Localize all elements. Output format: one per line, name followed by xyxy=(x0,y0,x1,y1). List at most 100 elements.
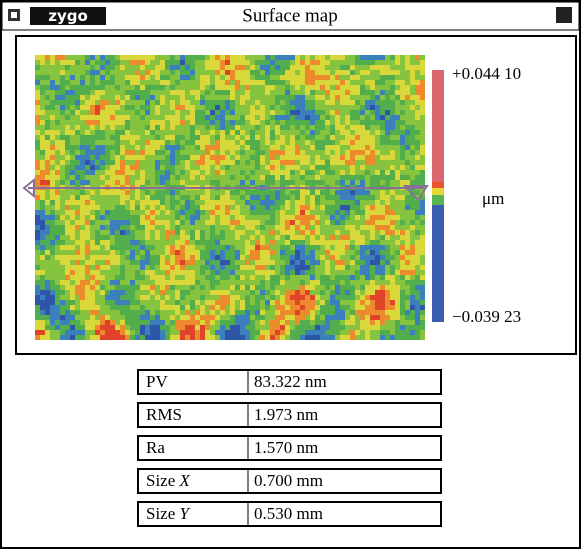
map-cell xyxy=(245,195,250,200)
map-cell xyxy=(85,260,90,265)
map-cell xyxy=(85,105,90,110)
map-cell xyxy=(50,75,55,80)
map-cell xyxy=(75,245,80,250)
map-cell xyxy=(400,120,405,125)
map-cell xyxy=(265,280,270,285)
map-cell xyxy=(275,330,280,335)
map-cell xyxy=(135,105,140,110)
map-cell xyxy=(175,220,180,225)
map-cell xyxy=(205,280,210,285)
map-cell xyxy=(110,80,115,85)
map-cell xyxy=(380,125,385,130)
map-cell xyxy=(335,155,340,160)
map-cell xyxy=(310,105,315,110)
map-cell xyxy=(45,110,50,115)
map-cell xyxy=(75,65,80,70)
map-cell xyxy=(220,285,225,290)
map-cell xyxy=(340,135,345,140)
map-cell xyxy=(185,55,190,60)
map-cell xyxy=(50,110,55,115)
map-cell xyxy=(225,250,230,255)
map-cell xyxy=(345,160,350,165)
map-cell xyxy=(205,55,210,60)
map-cell xyxy=(295,140,300,145)
map-cell xyxy=(245,190,250,195)
map-cell xyxy=(305,155,310,160)
map-cell xyxy=(270,155,275,160)
map-cell xyxy=(395,165,400,170)
map-cell xyxy=(120,325,125,330)
map-cell xyxy=(175,135,180,140)
map-cell xyxy=(135,285,140,290)
map-cell xyxy=(75,130,80,135)
map-cell xyxy=(365,150,370,155)
map-cell xyxy=(45,150,50,155)
map-cell xyxy=(40,80,45,85)
map-cell xyxy=(245,310,250,315)
map-cell xyxy=(90,305,95,310)
map-cell xyxy=(365,115,370,120)
map-cell xyxy=(130,55,135,60)
map-cell xyxy=(180,270,185,275)
map-cell xyxy=(335,305,340,310)
map-cell xyxy=(125,140,130,145)
map-cell xyxy=(60,220,65,225)
map-cell xyxy=(60,55,65,60)
map-cell xyxy=(415,175,420,180)
map-cell xyxy=(45,60,50,65)
map-cell xyxy=(270,80,275,85)
map-cell xyxy=(360,260,365,265)
map-cell xyxy=(410,80,415,85)
map-cell xyxy=(150,335,155,340)
map-cell xyxy=(395,155,400,160)
map-cell xyxy=(360,125,365,130)
map-cell xyxy=(340,300,345,305)
map-cell xyxy=(170,120,175,125)
map-cell xyxy=(285,325,290,330)
map-cell xyxy=(205,310,210,315)
map-cell xyxy=(420,125,425,130)
map-cell xyxy=(245,160,250,165)
map-cell xyxy=(175,310,180,315)
map-cell xyxy=(350,65,355,70)
map-cell xyxy=(280,100,285,105)
map-cell xyxy=(355,270,360,275)
map-cell xyxy=(145,100,150,105)
map-cell xyxy=(170,170,175,175)
map-cell xyxy=(195,70,200,75)
map-cell xyxy=(120,215,125,220)
map-cell xyxy=(200,140,205,145)
maximize-icon[interactable] xyxy=(556,7,572,23)
map-cell xyxy=(395,230,400,235)
map-cell xyxy=(195,225,200,230)
map-cell xyxy=(115,310,120,315)
map-cell xyxy=(160,80,165,85)
map-cell xyxy=(230,85,235,90)
map-cell xyxy=(50,245,55,250)
map-cell xyxy=(415,240,420,245)
map-cell xyxy=(215,190,220,195)
map-cell xyxy=(235,310,240,315)
map-cell xyxy=(165,335,170,340)
map-cell xyxy=(285,120,290,125)
map-cell xyxy=(360,210,365,215)
map-cell xyxy=(90,225,95,230)
map-cell xyxy=(125,65,130,70)
map-cell xyxy=(165,300,170,305)
map-cell xyxy=(300,145,305,150)
map-cell xyxy=(40,230,45,235)
map-cell xyxy=(60,320,65,325)
map-cell xyxy=(290,125,295,130)
map-cell xyxy=(175,195,180,200)
map-cell xyxy=(290,135,295,140)
map-cell xyxy=(355,320,360,325)
map-cell xyxy=(70,55,75,60)
map-cell xyxy=(405,145,410,150)
map-cell xyxy=(420,290,425,295)
map-cell xyxy=(350,155,355,160)
map-cell xyxy=(420,140,425,145)
map-cell xyxy=(270,310,275,315)
map-cell xyxy=(45,325,50,330)
map-cell xyxy=(420,240,425,245)
map-cell xyxy=(135,175,140,180)
